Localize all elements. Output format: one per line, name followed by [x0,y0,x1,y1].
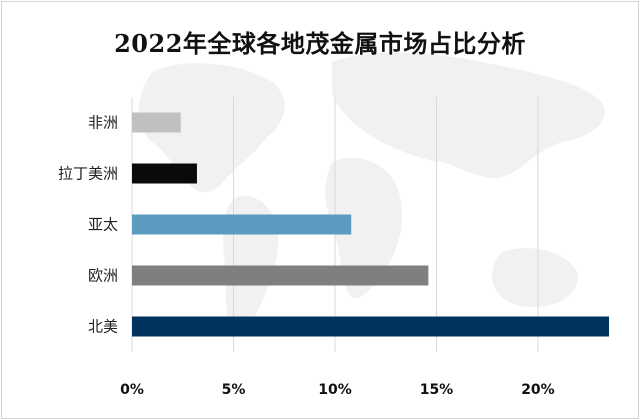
x-tick-label-0: 0% [120,382,144,398]
category-label-4: 欧洲 [88,267,118,285]
category-label-3: 亚太 [88,216,118,234]
bar-5 [132,316,609,337]
bar-1 [132,112,181,133]
x-tick-label-5: 5% [222,382,246,398]
category-label-2: 拉丁美洲 [58,165,118,183]
bar-4 [132,265,429,286]
category-label-1: 非洲 [88,114,118,132]
chart-title: 2022年全球各地茂金属市场占比分析 [114,29,526,58]
category-label-5: 北美 [88,318,118,336]
x-tick-label-10: 10% [318,382,352,398]
bar-3 [132,214,352,235]
bar-2 [132,163,197,184]
x-tick-label-15: 15% [420,382,454,398]
x-tick-label-20: 20% [521,382,555,398]
